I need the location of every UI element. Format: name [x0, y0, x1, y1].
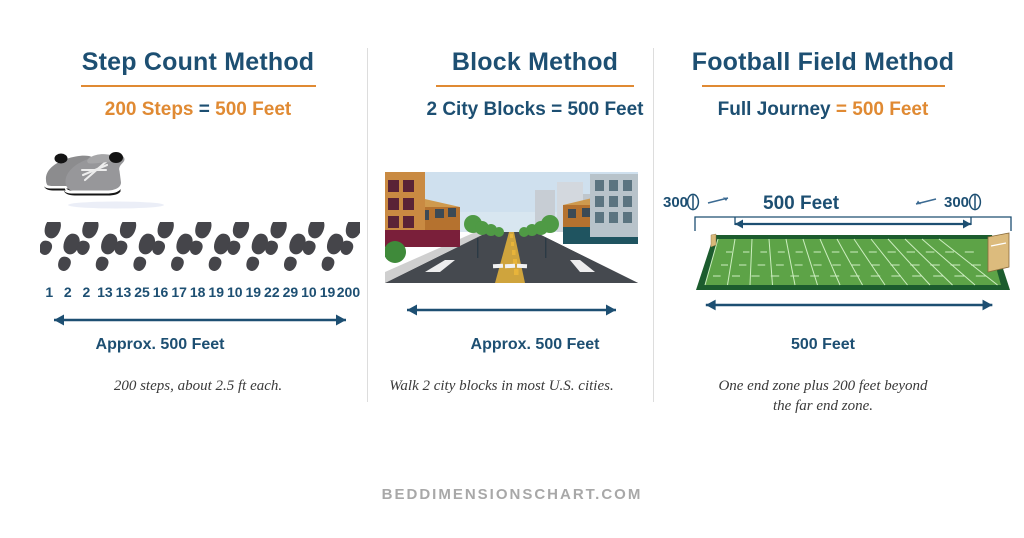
svg-text:300: 300 — [663, 194, 688, 211]
svg-text:500 Feet: 500 Feet — [763, 193, 840, 212]
svg-text:300: 300 — [944, 194, 969, 211]
